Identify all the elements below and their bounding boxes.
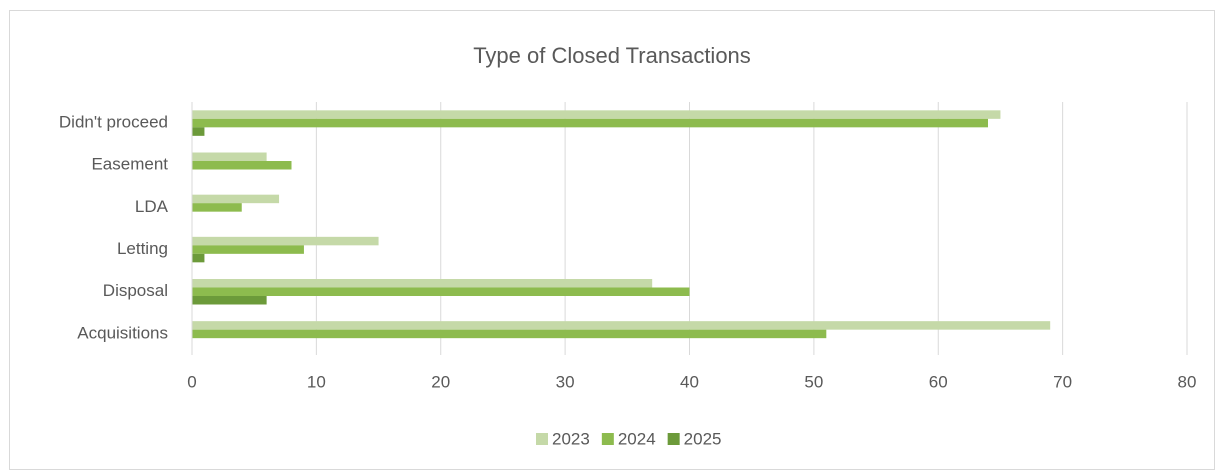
bar	[192, 110, 1001, 119]
bar	[192, 287, 690, 296]
bar	[192, 329, 827, 339]
x-tick-label: 60	[929, 372, 948, 391]
legend-swatch	[601, 433, 614, 445]
x-tick-label: 50	[804, 372, 823, 391]
legend-label: 2025	[684, 429, 722, 448]
bar	[192, 321, 1051, 330]
bar	[192, 296, 267, 305]
x-tick-label: 80	[1178, 372, 1197, 391]
y-tick-label: Didn't proceed	[59, 113, 168, 132]
legend-swatch	[667, 433, 680, 445]
legend-label: 2023	[552, 429, 590, 448]
y-tick-label: Easement	[91, 155, 168, 174]
x-tick-label: 70	[1053, 372, 1072, 391]
chart-frame	[9, 10, 1215, 470]
bar	[192, 203, 242, 212]
bar	[192, 127, 205, 136]
bar	[192, 253, 205, 263]
y-tick-label: Letting	[117, 239, 168, 258]
x-tick-label: 30	[556, 372, 575, 391]
bar	[192, 236, 379, 246]
chart-title: Type of Closed Transactions	[473, 43, 751, 68]
legend-label: 2024	[618, 429, 656, 448]
bar	[192, 245, 304, 254]
bar	[192, 118, 988, 128]
bar	[192, 161, 292, 170]
x-tick-label: 40	[680, 372, 699, 391]
x-tick-label: 20	[431, 372, 450, 391]
legend-swatch	[536, 433, 548, 445]
y-tick-label: Disposal	[103, 281, 168, 300]
y-tick-label: Acquisitions	[77, 323, 168, 342]
bar	[192, 279, 653, 288]
y-tick-label: LDA	[135, 197, 169, 216]
bar	[192, 152, 267, 161]
x-tick-label: 0	[187, 372, 196, 391]
bar	[192, 194, 280, 204]
x-tick-label: 10	[307, 372, 326, 391]
